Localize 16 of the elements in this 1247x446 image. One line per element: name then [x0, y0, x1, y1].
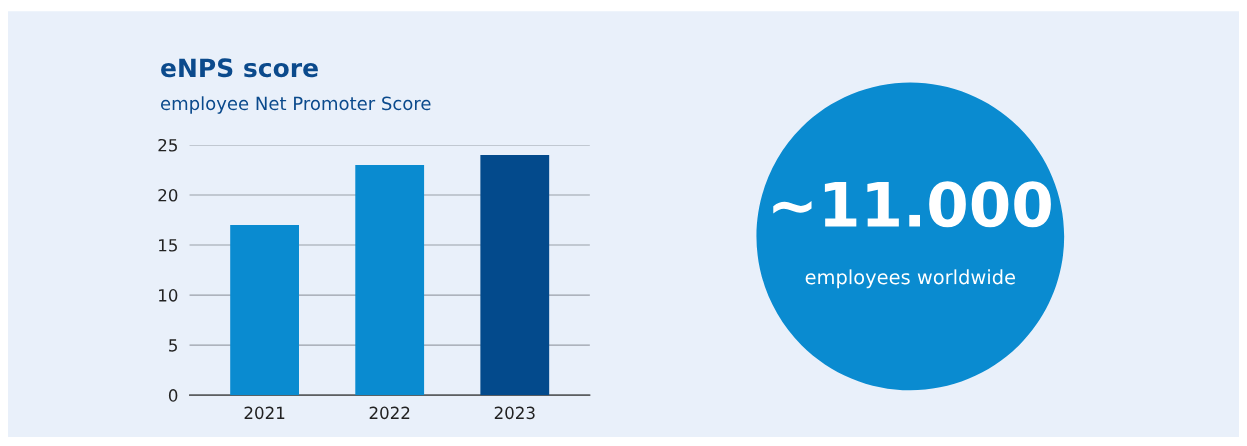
chart-title: eNPS score — [161, 58, 318, 78]
x-tick-label: 2022 — [369, 406, 410, 420]
bar — [355, 164, 425, 396]
y-tick-label: 0 — [168, 389, 178, 402]
x-tick-label: 2021 — [244, 406, 285, 420]
y-tick-label: 20 — [158, 188, 178, 202]
text: ~11.000 — [773, 181, 1051, 228]
text: employees worldwide — [805, 269, 1015, 289]
x-tick-label: 2023 — [494, 406, 535, 420]
y-tick-label: 10 — [159, 289, 178, 302]
bar — [230, 225, 299, 396]
y-tick-label: 25 — [158, 138, 177, 152]
chart-subtitle: employee Net Promoter Score — [161, 96, 431, 114]
y-tick-label: 5 — [169, 339, 177, 352]
y-tick-label: 15 — [159, 239, 177, 252]
bar — [480, 154, 550, 396]
